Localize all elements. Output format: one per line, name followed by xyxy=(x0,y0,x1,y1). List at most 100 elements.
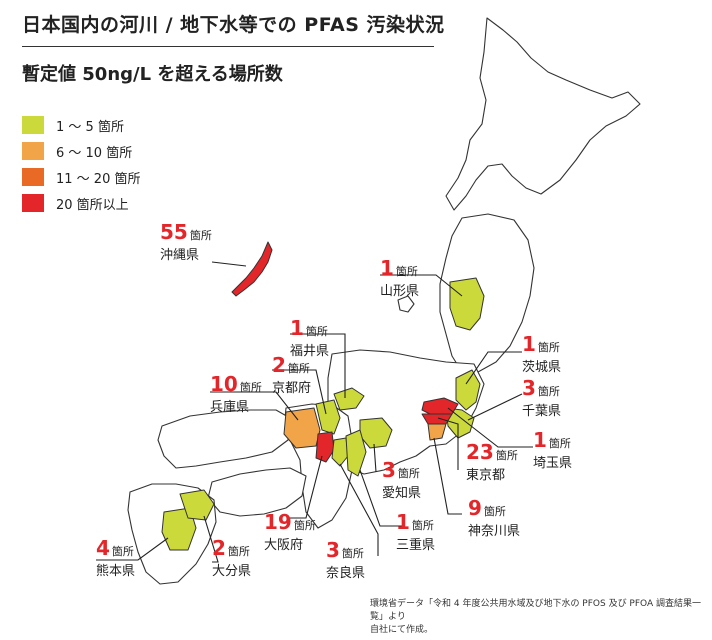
unit-text: 箇所 xyxy=(341,547,364,560)
legend-label: 11 〜 20 箇所 xyxy=(56,171,141,187)
name-aichi: 愛知県 xyxy=(382,486,422,501)
leader-chiba xyxy=(467,393,523,421)
legend-label: 1 〜 5 箇所 xyxy=(56,119,124,135)
unit-text: 箇所 xyxy=(305,325,328,338)
label-yamagata: 1 箇所 山形県 xyxy=(380,256,419,299)
leader-tokyo xyxy=(437,417,459,470)
unit-text: 箇所 xyxy=(483,505,506,518)
label-osaka: 19 箇所 大阪府 xyxy=(264,510,316,553)
unit-text: 箇所 xyxy=(111,545,134,558)
leader-hyogo xyxy=(210,391,299,421)
count-yamagata: 1 xyxy=(380,256,394,280)
count-oita: 2 xyxy=(212,536,226,560)
unit-text: 箇所 xyxy=(411,519,434,532)
unit-text: 箇所 xyxy=(495,449,518,462)
chugoku-region xyxy=(157,409,291,469)
label-tokyo: 23 箇所 東京都 xyxy=(466,440,518,483)
legend-label: 20 箇所以上 xyxy=(56,197,129,213)
count-aichi: 3 xyxy=(382,458,396,482)
label-hyogo: 10 箇所 兵庫県 xyxy=(210,372,262,415)
leader-saitama xyxy=(447,407,533,448)
map-title: 日本国内の河川 / 地下水等での PFAS 汚染状況 xyxy=(22,14,445,36)
chiba-shape xyxy=(445,407,475,439)
nara-shape xyxy=(331,437,349,467)
legend-swatch xyxy=(22,168,44,186)
name-yamagata: 山形県 xyxy=(380,284,420,299)
leader-yamagata xyxy=(380,274,463,297)
legend: 1 〜 5 箇所 6 〜 10 箇所 11 〜 20 箇所 20 箇所以上 xyxy=(22,112,140,216)
count-ibaraki: 1 xyxy=(522,332,536,356)
name-tokyo: 東京都 xyxy=(466,468,506,483)
hokkaido-region xyxy=(445,17,641,211)
label-aichi: 3 箇所 愛知県 xyxy=(382,458,421,501)
count-saitama: 1 xyxy=(533,428,547,452)
ibaraki-shape xyxy=(455,369,481,411)
count-fukui: 1 xyxy=(290,316,304,340)
leader-ibaraki xyxy=(465,351,522,385)
tokyo-shape xyxy=(421,413,453,425)
hyogo-shape xyxy=(283,407,321,449)
unit-text: 箇所 xyxy=(287,362,310,375)
name-kyoto: 京都府 xyxy=(272,381,312,396)
count-mie: 1 xyxy=(396,510,410,534)
leader-osaka xyxy=(290,455,323,519)
unit-text: 箇所 xyxy=(397,467,420,480)
unit-text: 箇所 xyxy=(293,519,316,532)
oita-shape xyxy=(179,489,215,521)
legend-label: 6 〜 10 箇所 xyxy=(56,145,133,161)
yamagata-shape xyxy=(449,277,485,331)
label-mie: 1 箇所 三重県 xyxy=(396,510,435,553)
name-oita: 大分県 xyxy=(212,564,252,579)
source-line: 自社にて作成。 xyxy=(370,625,434,635)
source-line: 環境省データ「令和 4 年度公共用水域及び地下水の PFOS 及び PFOA 調… xyxy=(370,599,701,622)
leader-mie xyxy=(359,469,405,527)
osaka-shape xyxy=(315,431,335,463)
count-tokyo: 23 xyxy=(466,440,494,464)
label-saitama: 1 箇所 埼玉県 xyxy=(533,428,572,471)
label-kanagawa: 9 箇所 神奈川県 xyxy=(468,496,520,539)
name-kumamoto: 熊本県 xyxy=(96,564,136,579)
leader-kanagawa xyxy=(433,437,462,515)
label-ibaraki: 1 箇所 茨城県 xyxy=(522,332,561,375)
unit-text: 箇所 xyxy=(395,265,418,278)
legend-swatch xyxy=(22,194,44,212)
legend-item: 1 〜 5 箇所 xyxy=(22,112,140,138)
name-chiba: 千葉県 xyxy=(522,404,562,419)
shikoku-region xyxy=(207,467,307,517)
label-nara: 3 箇所 奈良県 xyxy=(326,538,365,581)
source-note: 環境省データ「令和 4 年度公共用水域及び地下水の PFOS 及び PFOA 調… xyxy=(370,598,712,637)
leader-oita xyxy=(203,515,219,563)
count-osaka: 19 xyxy=(264,510,292,534)
leader-nara xyxy=(339,463,379,556)
mie-shape xyxy=(345,429,367,477)
legend-item: 11 〜 20 箇所 xyxy=(22,164,140,190)
leader-okinawa xyxy=(211,261,247,267)
name-hyogo: 兵庫県 xyxy=(210,400,250,415)
leader-kumamoto xyxy=(96,537,169,561)
name-ibaraki: 茨城県 xyxy=(522,360,562,375)
count-okinawa: 55 xyxy=(160,220,188,244)
unit-text: 箇所 xyxy=(537,341,560,354)
legend-item: 20 箇所以上 xyxy=(22,190,140,216)
name-mie: 三重県 xyxy=(396,538,436,553)
fukui-shape xyxy=(333,387,365,411)
legend-swatch xyxy=(22,142,44,160)
count-kumamoto: 4 xyxy=(96,536,110,560)
unit-text: 箇所 xyxy=(239,381,262,394)
sado-island xyxy=(397,295,415,313)
title-divider xyxy=(22,46,434,47)
unit-text: 箇所 xyxy=(189,229,212,242)
kyoto-shape xyxy=(315,399,341,435)
name-okinawa: 沖縄県 xyxy=(160,248,200,263)
leader-aichi xyxy=(373,443,377,473)
name-kanagawa: 神奈川県 xyxy=(468,524,521,539)
label-oita: 2 箇所 大分県 xyxy=(212,536,251,579)
label-kyoto: 2 箇所 京都府 xyxy=(272,353,311,396)
count-kyoto: 2 xyxy=(272,353,286,377)
name-saitama: 埼玉県 xyxy=(533,456,573,471)
label-kumamoto: 4 箇所 熊本県 xyxy=(96,536,135,579)
label-okinawa: 55 箇所 沖縄県 xyxy=(160,220,212,263)
label-fukui: 1 箇所 福井県 xyxy=(290,316,329,359)
unit-text: 箇所 xyxy=(537,385,560,398)
